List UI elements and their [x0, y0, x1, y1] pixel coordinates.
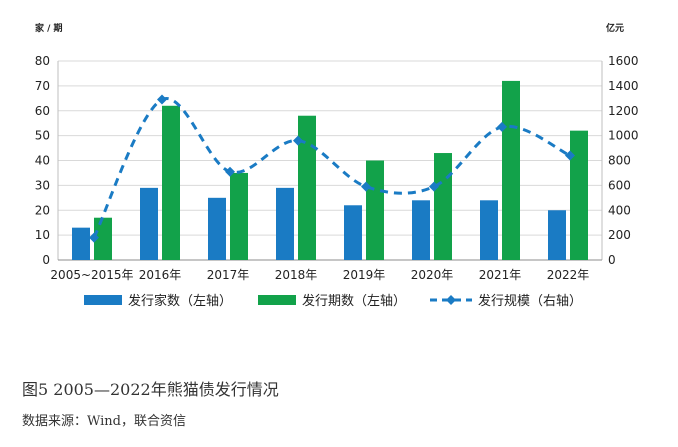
bar-line-chart: 0102030405060708002004006008001000120014… — [35, 22, 639, 309]
bar-issuers — [72, 227, 90, 260]
legend-label-scale: 发行规模（右轴） — [478, 293, 582, 309]
bar-issuers — [140, 187, 158, 260]
bar-issues — [570, 130, 588, 260]
bar-issues — [298, 115, 316, 260]
legend-swatch-issues — [258, 295, 296, 305]
data-source: 数据来源：Wind，联合资信 — [22, 414, 186, 429]
right-tick-label: 1000 — [608, 129, 639, 143]
scale-point — [89, 232, 99, 243]
scale-point — [497, 121, 507, 132]
right-tick-label: 0 — [608, 253, 616, 267]
right-tick-label: 1400 — [608, 79, 639, 93]
right-tick-label: 600 — [608, 178, 631, 192]
x-tick-label: 2020年 — [411, 268, 454, 282]
right-tick-label: 1600 — [608, 54, 639, 68]
scale-point — [225, 166, 235, 177]
bar-issuers — [276, 187, 294, 260]
bar-issuers — [208, 197, 226, 260]
bar-issuers — [344, 205, 362, 260]
x-tick-label: 2018年 — [275, 268, 318, 282]
x-tick-label: 2005~2015年 — [50, 268, 133, 282]
left-tick-label: 30 — [35, 178, 50, 192]
right-tick-label: 1200 — [608, 104, 639, 118]
left-tick-label: 20 — [35, 203, 50, 217]
scale-point — [293, 135, 303, 146]
bar-issuers — [412, 200, 430, 260]
right-axis-unit: 亿元 — [606, 22, 624, 34]
bar-issuers — [480, 200, 498, 260]
scale-point — [361, 181, 371, 192]
left-tick-label: 60 — [35, 104, 50, 118]
x-tick-label: 2022年 — [547, 268, 590, 282]
bar-issues — [230, 172, 248, 260]
left-tick-label: 40 — [35, 154, 50, 168]
right-tick-label: 800 — [608, 154, 631, 168]
x-tick-label: 2017年 — [207, 268, 250, 282]
bar-issuers — [548, 210, 566, 260]
scale-point — [157, 94, 167, 105]
bar-issues — [434, 153, 452, 260]
left-tick-label: 50 — [35, 129, 50, 143]
legend-swatch-issuers — [84, 295, 122, 305]
legend-label-issuers: 发行家数（左轴） — [128, 293, 232, 309]
bar-issues — [94, 217, 112, 260]
left-tick-label: 80 — [35, 54, 50, 68]
bar-issues — [366, 160, 384, 260]
right-tick-label: 200 — [608, 228, 631, 242]
bar-issues — [162, 105, 180, 261]
bar-issues — [502, 80, 520, 261]
x-tick-label: 2019年 — [343, 268, 386, 282]
figure-caption: 图5 2005—2022年熊猫债发行情况 — [22, 380, 279, 399]
left-tick-label: 10 — [35, 228, 50, 242]
left-axis-unit: 家 / 期 — [35, 22, 63, 34]
x-tick-label: 2021年 — [479, 268, 522, 282]
right-tick-label: 400 — [608, 203, 631, 217]
x-tick-label: 2016年 — [139, 268, 182, 282]
scale-point — [565, 150, 575, 161]
left-tick-label: 70 — [35, 79, 50, 93]
left-tick-label: 0 — [42, 253, 50, 267]
scale-point — [429, 181, 439, 192]
chart-container: 0 10 20 30 40 50 60 70 80 0 200 400 600 800 1000 1200 14… — [35, 22, 639, 309]
legend-marker-scale — [446, 295, 456, 305]
legend-label-issues: 发行期数（左轴） — [302, 293, 406, 309]
